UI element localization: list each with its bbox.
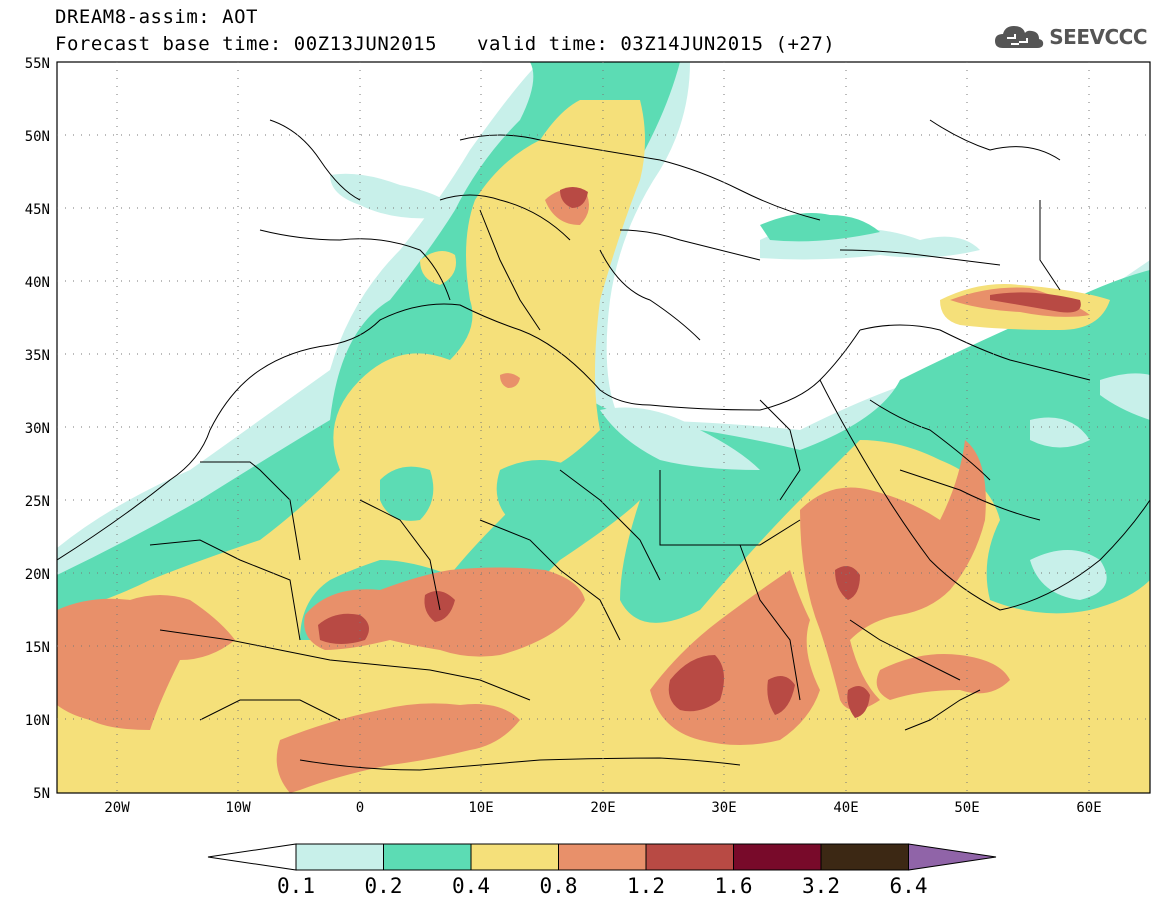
colorbar-under-arrow: [207, 843, 297, 871]
lon-tick: 20W: [104, 800, 130, 816]
lon-tick: 20E: [590, 800, 615, 816]
lon-tick: 0: [356, 800, 364, 816]
logo-text: SEEVCCC: [1049, 25, 1147, 49]
lat-tick: 15N: [25, 640, 50, 656]
colorbar-swatch: [820, 843, 909, 871]
base-time: Forecast base time: 00Z13JUN2015: [55, 33, 438, 55]
colorbar-label: 1.6: [715, 874, 753, 898]
lon-tick: 30E: [711, 800, 736, 816]
colorbar-label: 0.2: [365, 874, 403, 898]
lat-ticks: 55N 50N 45N 40N 35N 30N 25N 20N 15N 10N …: [25, 56, 50, 802]
colorbar-label: 0.4: [452, 874, 490, 898]
colorbar-swatch: [733, 843, 822, 871]
forecast-times: Forecast base time: 00Z13JUN2015 valid ti…: [55, 33, 835, 55]
lat-tick: 25N: [25, 494, 50, 510]
country-borders: [57, 119, 1150, 771]
lon-tick: 10E: [468, 800, 493, 816]
valid-time: valid time: 03Z14JUN2015 (+27): [477, 33, 836, 55]
colorbar-swatch: [558, 843, 647, 871]
colorbar-label: 0.1: [277, 874, 315, 898]
colorbar-swatch: [470, 843, 559, 871]
seevccc-logo: SEEVCCC: [993, 22, 1147, 52]
lon-tick: 40E: [833, 800, 858, 816]
colorbar-swatch: [645, 843, 734, 871]
colorbar-label: 3.2: [802, 874, 840, 898]
colorbar-labels: 0.1 0.2 0.4 0.8 1.2 1.6 3.2 6.4: [277, 874, 927, 898]
aot-field: [57, 62, 1150, 793]
colorbar-swatch: [295, 843, 384, 871]
colorbar-label: 1.2: [627, 874, 665, 898]
map-title: DREAM8-assim: AOT: [55, 6, 258, 28]
lat-tick: 20N: [25, 567, 50, 583]
lat-tick: 35N: [25, 348, 50, 364]
colorbar-over-arrow: [908, 843, 997, 871]
lat-tick: 40N: [25, 275, 50, 291]
lat-tick: 5N: [33, 786, 50, 802]
lat-tick: 55N: [25, 56, 50, 72]
lon-tick: 50E: [954, 800, 979, 816]
lon-ticks: 20W 10W 0 10E 20E 30E 40E 50E 60E: [104, 800, 1101, 816]
colorbar-swatch: [383, 843, 472, 871]
colorbar-label: 6.4: [890, 874, 928, 898]
lon-tick: 60E: [1076, 800, 1101, 816]
colorbar: [207, 843, 997, 871]
lon-tick: 10W: [225, 800, 251, 816]
lat-tick: 45N: [25, 202, 50, 218]
cloud-icon: [995, 26, 1044, 48]
lat-tick: 50N: [25, 129, 50, 145]
lat-tick: 10N: [25, 713, 50, 729]
lat-tick: 30N: [25, 421, 50, 437]
colorbar-label: 0.8: [540, 874, 578, 898]
